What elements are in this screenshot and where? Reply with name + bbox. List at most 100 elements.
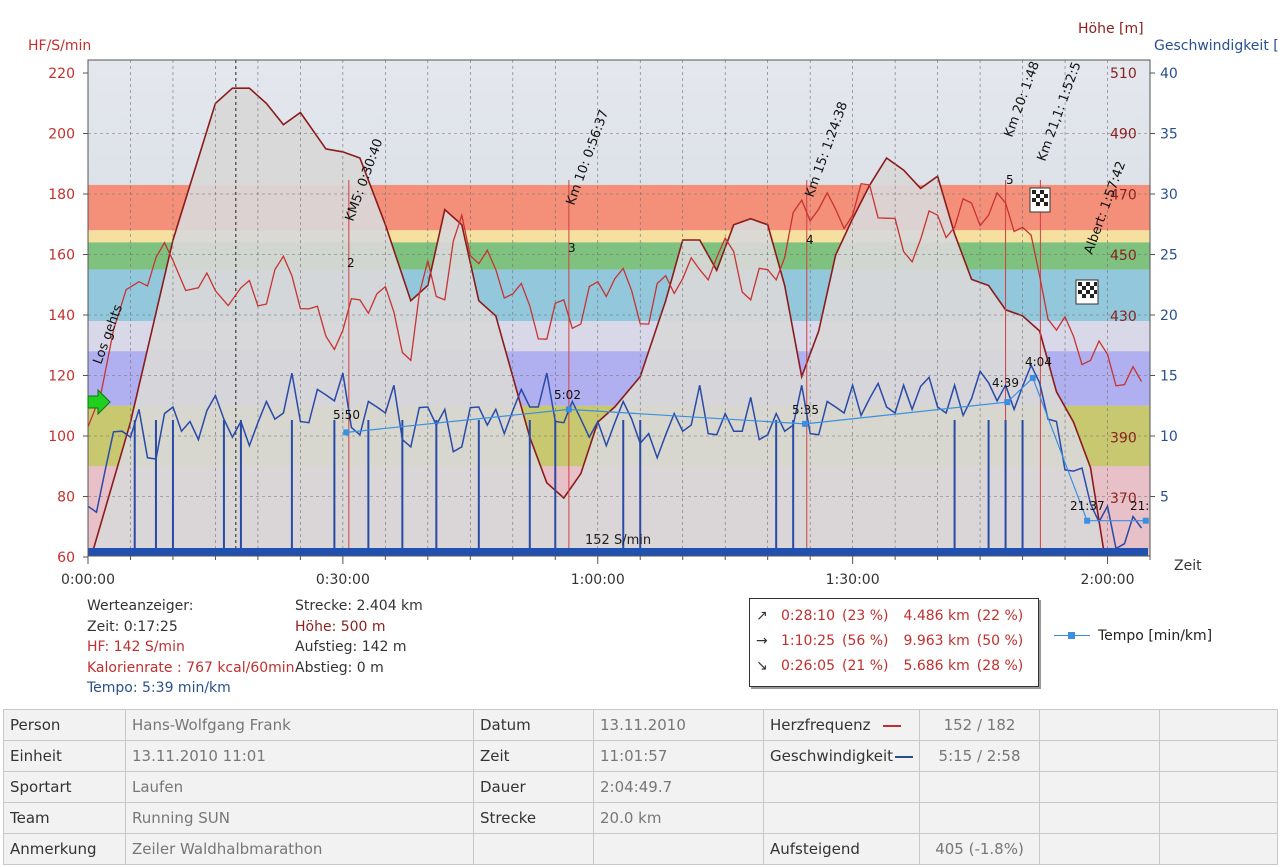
altitude-tick-label: 490: [1110, 127, 1137, 143]
altitude-tick-label: 510: [1110, 66, 1137, 82]
pace-point: [1084, 517, 1091, 524]
stats-pct: (23 %): [841, 607, 889, 624]
empty-cell: [1159, 740, 1278, 772]
value-sport[interactable]: Laufen: [125, 771, 474, 803]
heart-rate-label: Herzfrequenz: [770, 716, 871, 734]
empty-cell: [1039, 833, 1161, 865]
pace-label: 5:35: [792, 403, 819, 417]
empty-cell: [919, 802, 1041, 834]
left-tick-label: 140: [48, 308, 75, 324]
table-row: Einheit 13.11.2010 11:01 Zeit 11:01:57 G…: [3, 740, 1278, 772]
left-tick-label: 200: [48, 127, 75, 143]
stats-distance: 4.486 km: [903, 607, 970, 624]
empty-cell: [762, 771, 921, 803]
label-person: Person: [3, 709, 126, 741]
plot-frame: [87, 59, 1151, 557]
axis-ticks: 2202001801601401201008060510490470450430…: [48, 66, 1178, 588]
value-display-title: Werteanzeiger:: [87, 598, 194, 614]
value-duration[interactable]: 2:04:49.7: [593, 771, 764, 803]
label-date: Datum: [473, 709, 594, 741]
pace-point: [565, 406, 572, 413]
left-tick-label: 100: [48, 429, 75, 445]
empty-cell: [473, 833, 594, 865]
label-time: Zeit: [473, 740, 594, 772]
left-axis-label: HF/S/min: [28, 38, 91, 54]
left-tick-label: 160: [48, 248, 75, 264]
empty-cell: [1039, 802, 1161, 834]
altitude-fill: [88, 88, 1150, 556]
speed-tick-label: 20: [1160, 308, 1178, 324]
stats-distance: 9.963 km: [903, 632, 970, 649]
speed-label: Geschwindigkeit: [770, 747, 894, 765]
hf-line: [88, 182, 1143, 428]
altitude-tick-label: 370: [1110, 491, 1137, 507]
stats-pct: (56 %): [841, 632, 889, 649]
lap-number: 2: [347, 256, 355, 270]
value-descent: Abstieg: 0 m: [295, 659, 384, 676]
hf-series: [88, 182, 1143, 428]
altitude-area: [88, 87, 1150, 556]
speed-tick-label: 30: [1160, 187, 1178, 203]
session-details-table: Person Hans-Wolfgang Frank Datum 13.11.2…: [3, 709, 1278, 865]
altitude-axis-label: Höhe [m]: [1078, 21, 1144, 37]
value-distance-total[interactable]: 20.0 km: [593, 802, 764, 834]
stats-distance: 5.686 km: [903, 657, 970, 674]
left-tick-label: 120: [48, 369, 75, 385]
speed-tick-label: 10: [1160, 429, 1178, 445]
empty-cell: [1159, 709, 1278, 741]
label-heart-rate: Herzfrequenz: [762, 709, 921, 741]
tempo-legend-marker-icon: [1054, 631, 1090, 641]
stats-pct: (21 %): [841, 657, 889, 674]
pace-label: 21:37: [1070, 499, 1105, 513]
lap-number: 5: [1006, 173, 1014, 187]
start-arrow-icon: [87, 388, 111, 416]
speed-axis-label: Geschwindigkeit [: [1154, 38, 1279, 54]
hf-average-label: 152 S/min: [585, 533, 651, 548]
label-speed: Geschwindigkeit: [762, 740, 921, 772]
value-note[interactable]: Zeiler Waldhalbmarathon: [125, 833, 474, 865]
x-tick-label: 0:00:00: [61, 572, 115, 588]
value-time: Zeit: 0:17:25: [87, 618, 178, 635]
label-duration: Dauer: [473, 771, 594, 803]
value-tempo: Tempo: 5:39 min/km: [87, 680, 231, 696]
uphill-arrow-icon: ↗: [756, 607, 768, 624]
table-row: Sportart Laufen Dauer 2:04:49.7: [3, 771, 1278, 803]
pace-label: 4:39: [992, 376, 1019, 390]
speed-tick-label: 5: [1160, 490, 1169, 506]
pace-label: 5:50: [333, 408, 360, 422]
value-person[interactable]: Hans-Wolfgang Frank: [125, 709, 474, 741]
value-time-start[interactable]: 11:01:57: [593, 740, 764, 772]
value-team[interactable]: Running SUN: [125, 802, 474, 834]
speed-tick-label: 25: [1160, 248, 1178, 264]
legend-tempo-label: Tempo [min/km]: [1098, 628, 1213, 644]
label-ascending: Aufsteigend: [762, 833, 921, 865]
lap-number: 4: [806, 233, 814, 247]
slope-stats-box: ↗ 0:28:10 (23 %) 4.486 km (22 %) → 1:10:…: [749, 598, 1039, 687]
label-distance: Strecke: [473, 802, 594, 834]
pace-point: [802, 420, 809, 427]
empty-cell: [1159, 771, 1278, 803]
empty-cell: [1159, 833, 1278, 865]
left-tick-label: 60: [57, 550, 75, 566]
label-unit: Einheit: [3, 740, 126, 772]
table-row: Team Running SUN Strecke 20.0 km: [3, 802, 1278, 834]
activity-chart[interactable]: 2202001801601401201008060510490470450430…: [0, 0, 1280, 590]
stats-pct: (50 %): [976, 632, 1024, 649]
bottom-bar: [88, 548, 1148, 556]
value-speed: 5:15 / 2:58: [919, 740, 1041, 772]
value-date[interactable]: 13.11.2010: [593, 709, 764, 741]
value-unit[interactable]: 13.11.2010 11:01: [125, 740, 474, 772]
altitude-tick-label: 430: [1110, 309, 1137, 325]
distance-display: Strecke: 2.404 km Höhe: 500 m Aufstieg: …: [295, 596, 423, 678]
stats-time: 0:26:05: [781, 657, 835, 674]
stats-time: 1:10:25: [781, 632, 835, 649]
table-row: Anmerkung Zeiler Waldhalbmarathon Aufste…: [3, 833, 1278, 865]
chart-legend[interactable]: Tempo [min/km]: [1054, 628, 1212, 644]
x-tick-label: 1:30:00: [826, 572, 880, 588]
pace-point: [1004, 399, 1011, 406]
empty-cell: [762, 802, 921, 834]
value-heart-rate: 152 / 182: [919, 709, 1041, 741]
pace-label: 21:: [1130, 499, 1149, 513]
pace-label: 5:02: [554, 388, 581, 402]
left-tick-label: 180: [48, 187, 75, 203]
